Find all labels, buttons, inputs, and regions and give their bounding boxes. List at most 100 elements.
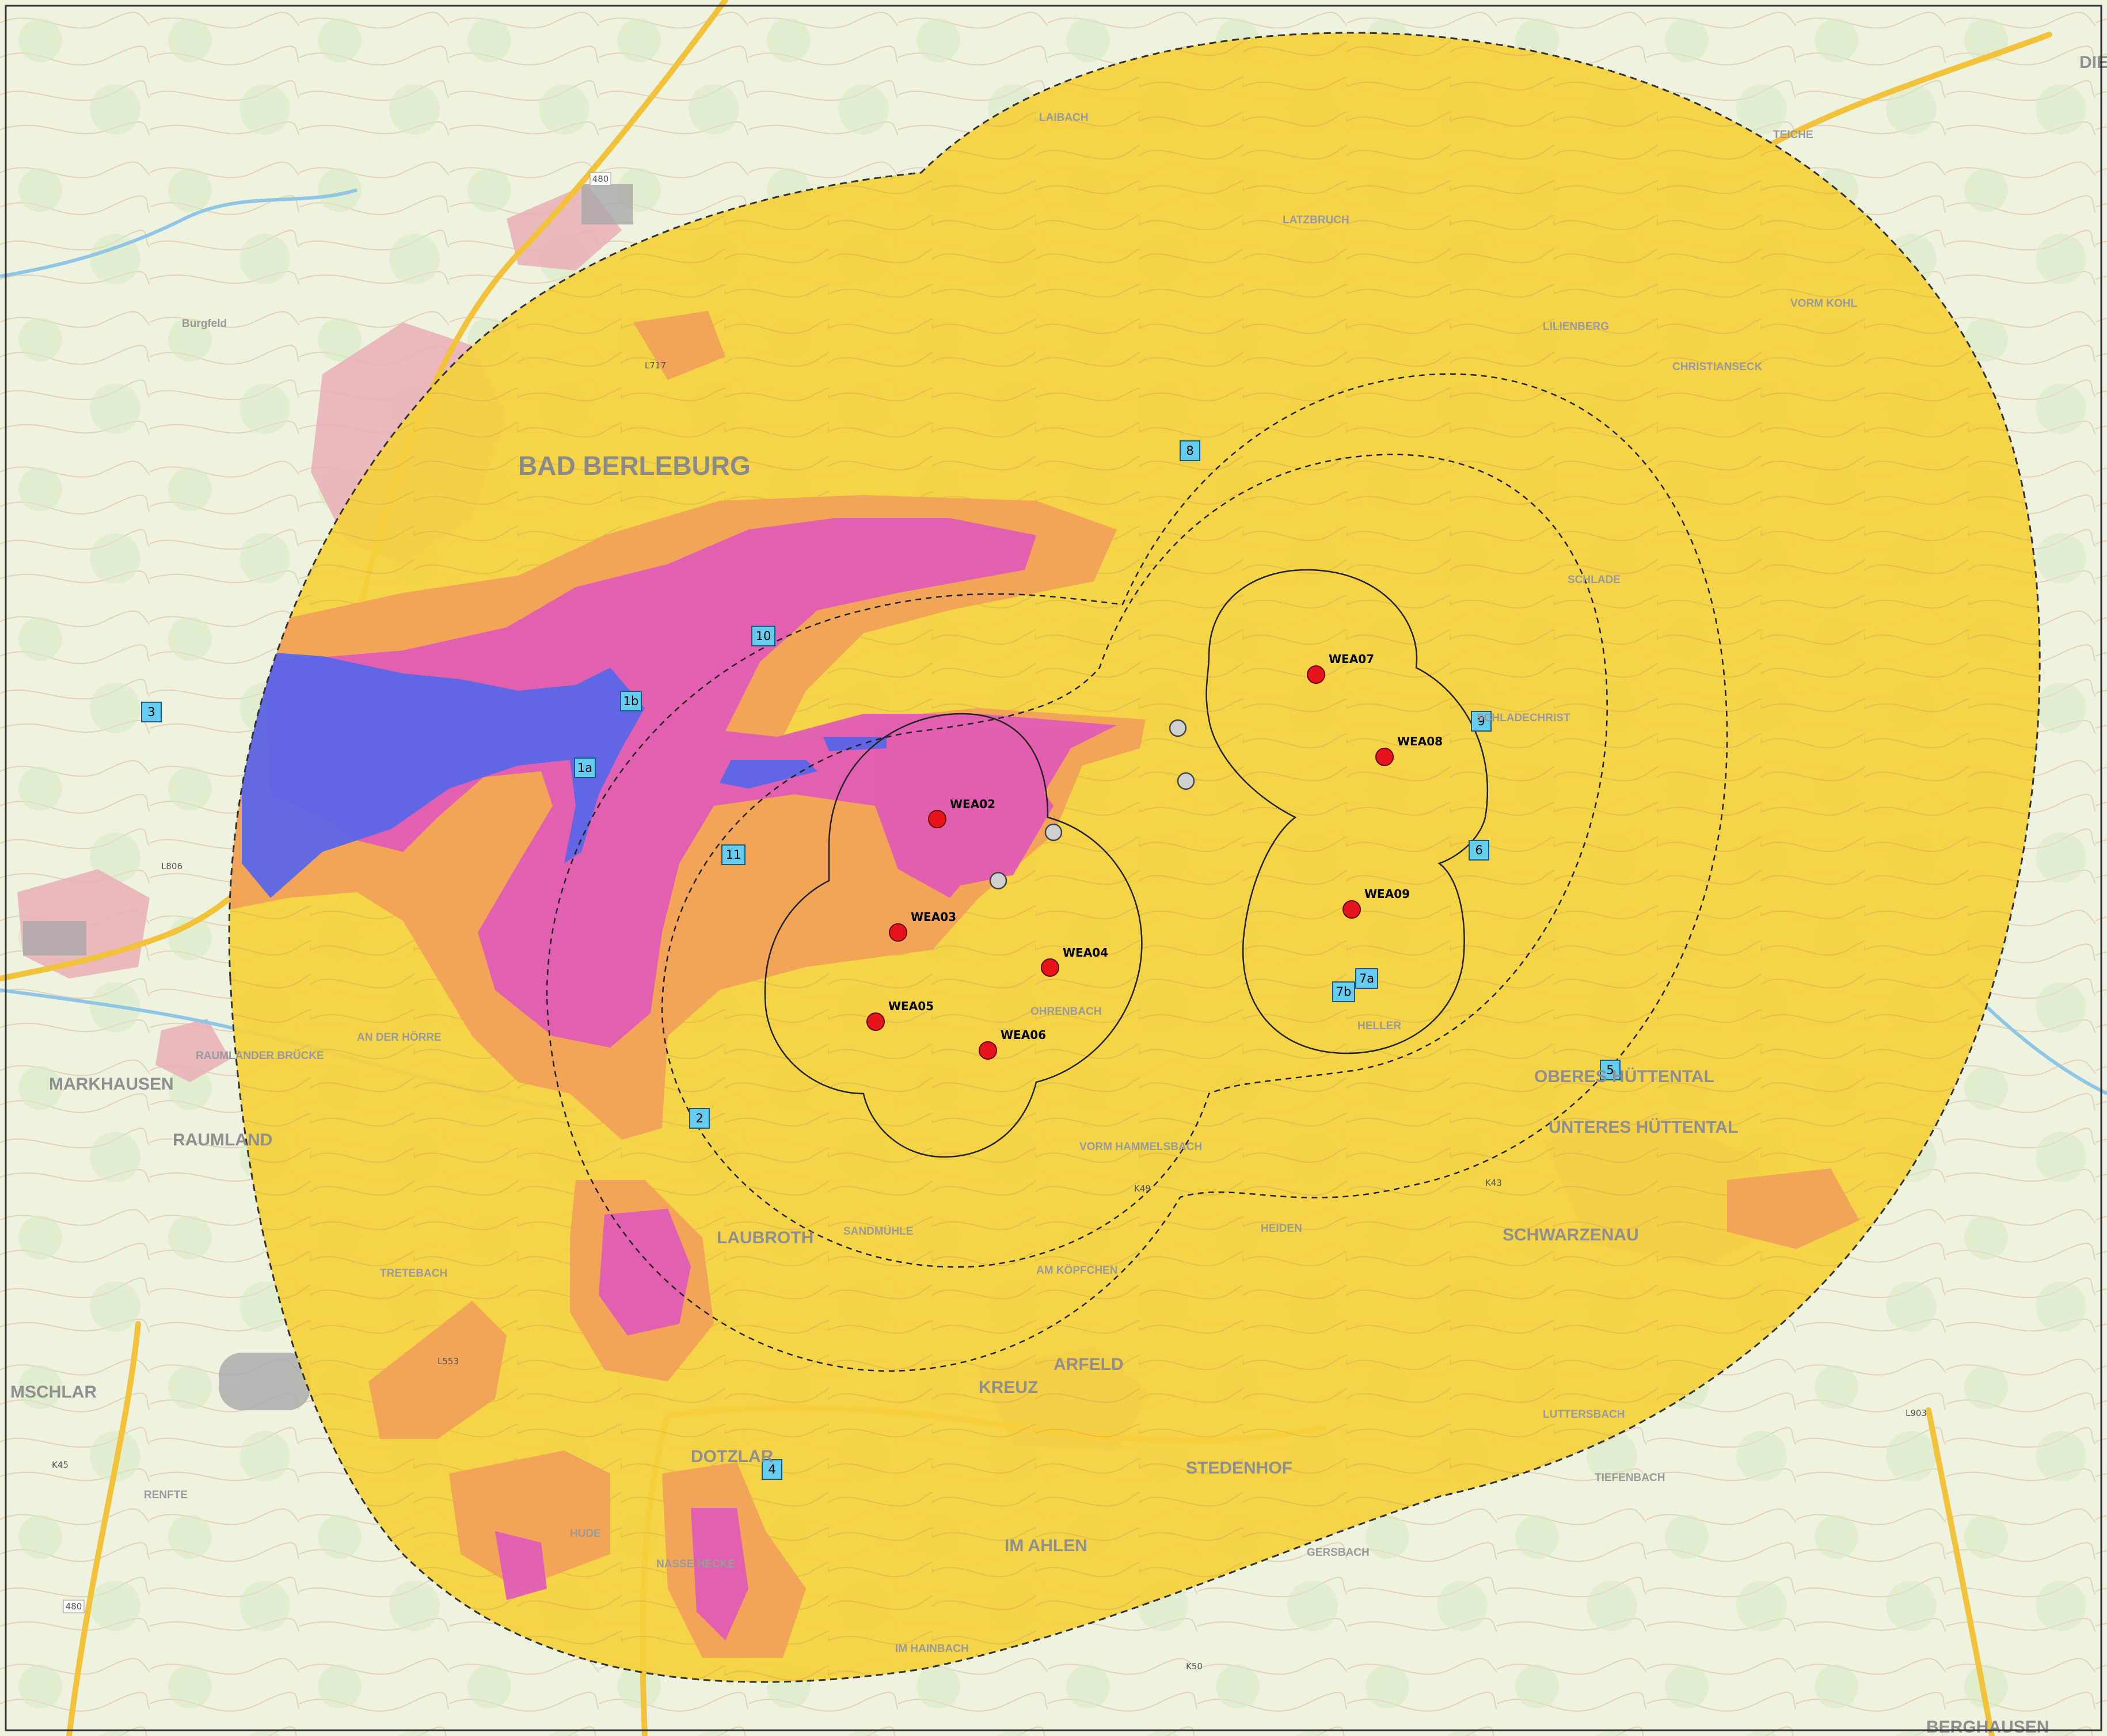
- place-label-tretebach: TRETEBACH: [380, 1267, 447, 1280]
- place-label-vorm-hammelsbach: VORM HAMMELSBACH: [1079, 1141, 1202, 1153]
- immission-point-4[interactable]: 4: [762, 1459, 782, 1480]
- svg-text:WEA06: WEA06: [1001, 1028, 1046, 1042]
- shadow-zone-blue: [242, 650, 887, 898]
- turbine-WEA03[interactable]: WEA03: [889, 910, 956, 942]
- place-label-laibach: LAIBACH: [1039, 112, 1089, 124]
- svg-text:K49: K49: [1134, 1183, 1151, 1194]
- place-label-latzbruch: LATZBRUCH: [1283, 214, 1349, 226]
- place-label-tiefenbach: TIEFENBACH: [1595, 1472, 1665, 1484]
- place-label-arfeld: ARFELD: [1054, 1355, 1124, 1374]
- svg-text:10: 10: [756, 629, 771, 643]
- road-labels: 480 480 L553 L717 L806 K43 K45 L903 K49 …: [52, 172, 1927, 1672]
- turbine-WEA02[interactable]: WEA02: [928, 797, 995, 828]
- existing-turbine-marker: [1169, 719, 1187, 737]
- svg-text:K45: K45: [52, 1460, 69, 1470]
- existing-turbines: [989, 719, 1195, 890]
- place-label-burgfeld: Burgfeld: [182, 318, 227, 330]
- immission-point-6[interactable]: 6: [1469, 840, 1489, 861]
- svg-text:L553: L553: [438, 1356, 459, 1366]
- place-label-berghausen: BERGHAUSEN: [1926, 1718, 2049, 1736]
- svg-text:11: 11: [726, 848, 741, 862]
- place-label-kreuz: KREUZ: [979, 1378, 1038, 1397]
- immission-point-3[interactable]: 3: [141, 702, 162, 722]
- place-label-im-ahlen: IM AHLEN: [1005, 1536, 1087, 1555]
- place-label-stedenhof: STEDENHOF: [1186, 1459, 1292, 1478]
- place-label-vorm-kohl: VORM KOHL: [1790, 298, 1858, 310]
- immission-point-2[interactable]: 2: [689, 1108, 710, 1129]
- immission-point-9[interactable]: 9: [1471, 711, 1492, 732]
- svg-text:WEA09: WEA09: [1364, 887, 1410, 901]
- outer-zone-boundary: [228, 32, 2041, 1683]
- place-label-lilienberg: LILIENBERG: [1543, 321, 1609, 333]
- immission-point-10[interactable]: 10: [751, 626, 775, 646]
- industrial-areas: [23, 184, 633, 1410]
- place-label-dotzlar: DOTZLAR: [691, 1447, 774, 1466]
- svg-text:1b: 1b: [623, 694, 639, 708]
- svg-text:4: 4: [768, 1463, 775, 1476]
- place-label-schladechrist: SCHLADECHRIST: [1477, 712, 1570, 724]
- immission-point-1a[interactable]: 1a: [574, 757, 596, 778]
- planned-turbines: WEA02 WEA03 WEA04 WEA05 WEA06 WEA07 WEA0…: [866, 652, 1443, 1060]
- place-label-christianseck: CHRISTIANSECK: [1672, 361, 1763, 373]
- svg-text:480: 480: [592, 174, 609, 184]
- turbine-WEA04[interactable]: WEA04: [1041, 946, 1108, 977]
- turbine-cluster-outlines: [764, 569, 1488, 1158]
- place-label-luttersbach: LUTTERSBACH: [1543, 1408, 1625, 1421]
- svg-text:6: 6: [1475, 843, 1482, 857]
- svg-text:WEA04: WEA04: [1063, 946, 1108, 960]
- place-label-an-der-horre: AN DER HÖRRE: [357, 1031, 442, 1044]
- distance-rings: [546, 373, 1728, 1372]
- immission-point-1b[interactable]: 1b: [620, 691, 642, 711]
- svg-text:K43: K43: [1485, 1178, 1502, 1188]
- svg-text:9: 9: [1477, 714, 1485, 728]
- turbine-WEA05[interactable]: WEA05: [866, 999, 934, 1031]
- svg-text:1a: 1a: [577, 761, 592, 775]
- immission-point-11[interactable]: 11: [721, 844, 746, 865]
- turbine-WEA09[interactable]: WEA09: [1342, 887, 1410, 919]
- turbine-WEA07[interactable]: WEA07: [1307, 652, 1374, 684]
- place-label-markhausen: MARKHAUSEN: [49, 1075, 174, 1094]
- place-label-renfte: RENFTE: [144, 1489, 188, 1501]
- existing-turbine-marker: [1177, 772, 1195, 790]
- immission-point-7b[interactable]: 7b: [1332, 981, 1355, 1002]
- existing-turbine-marker: [989, 871, 1007, 890]
- svg-text:WEA07: WEA07: [1329, 652, 1374, 666]
- place-label-mschlar: MSCHLAR: [10, 1383, 97, 1402]
- turbine-WEA08[interactable]: WEA08: [1375, 734, 1443, 766]
- svg-text:L903: L903: [1906, 1408, 1927, 1418]
- place-label-oberes-huttental: OBERES HÜTTENTAL: [1534, 1067, 1714, 1086]
- svg-text:3: 3: [147, 705, 155, 719]
- place-label-heiden: HEIDEN: [1261, 1223, 1302, 1235]
- place-label-sandmuhle: SANDMÜHLE: [843, 1225, 913, 1238]
- place-label-schlade: SCHLADE: [1568, 574, 1621, 586]
- place-label-schwarzenau: SCHWARZENAU: [1503, 1225, 1639, 1244]
- svg-text:7a: 7a: [1359, 972, 1374, 985]
- place-label-teiche: TEICHE: [1773, 129, 1813, 141]
- place-label-nasse-hecke: NASSE HECKE: [656, 1558, 735, 1570]
- svg-text:K50: K50: [1186, 1661, 1203, 1672]
- immission-point-7a[interactable]: 7a: [1355, 968, 1378, 989]
- svg-text:8: 8: [1186, 444, 1193, 458]
- place-label-ohrenbach: OHRENBACH: [1030, 1006, 1102, 1018]
- turbine-WEA06[interactable]: WEA06: [979, 1028, 1046, 1060]
- place-label-am-kopfchen: AM KÖPFCHEN: [1036, 1265, 1117, 1277]
- svg-text:480: 480: [66, 1601, 82, 1612]
- svg-text:5: 5: [1606, 1063, 1614, 1077]
- place-label-laubroth: LAUBROTH: [717, 1228, 813, 1247]
- svg-text:2: 2: [695, 1111, 703, 1125]
- immission-point-5[interactable]: 5: [1600, 1060, 1621, 1080]
- place-label-heller: HELLER: [1357, 1020, 1401, 1032]
- svg-text:L806: L806: [161, 861, 182, 871]
- svg-text:WEA03: WEA03: [911, 910, 956, 924]
- svg-text:WEA08: WEA08: [1397, 734, 1443, 748]
- immission-points: 1a 1b 2 3 4 5 6 7a 7b 8 9 10 11: [141, 440, 1621, 1480]
- place-label-hude: HUDE: [570, 1528, 601, 1540]
- place-label-raumland: RAUMLAND: [173, 1130, 272, 1149]
- place-labels: BAD BERLEBURG RAUMLAND MARKHAUSEN LAUBRO…: [10, 53, 2107, 1736]
- immission-point-8[interactable]: 8: [1180, 440, 1200, 461]
- existing-turbine-marker: [1044, 823, 1063, 842]
- place-label-im-hainbach: IM HAINBACH: [895, 1643, 969, 1655]
- place-label-unteres-huttental: UNTERES HÜTTENTAL: [1549, 1118, 1738, 1137]
